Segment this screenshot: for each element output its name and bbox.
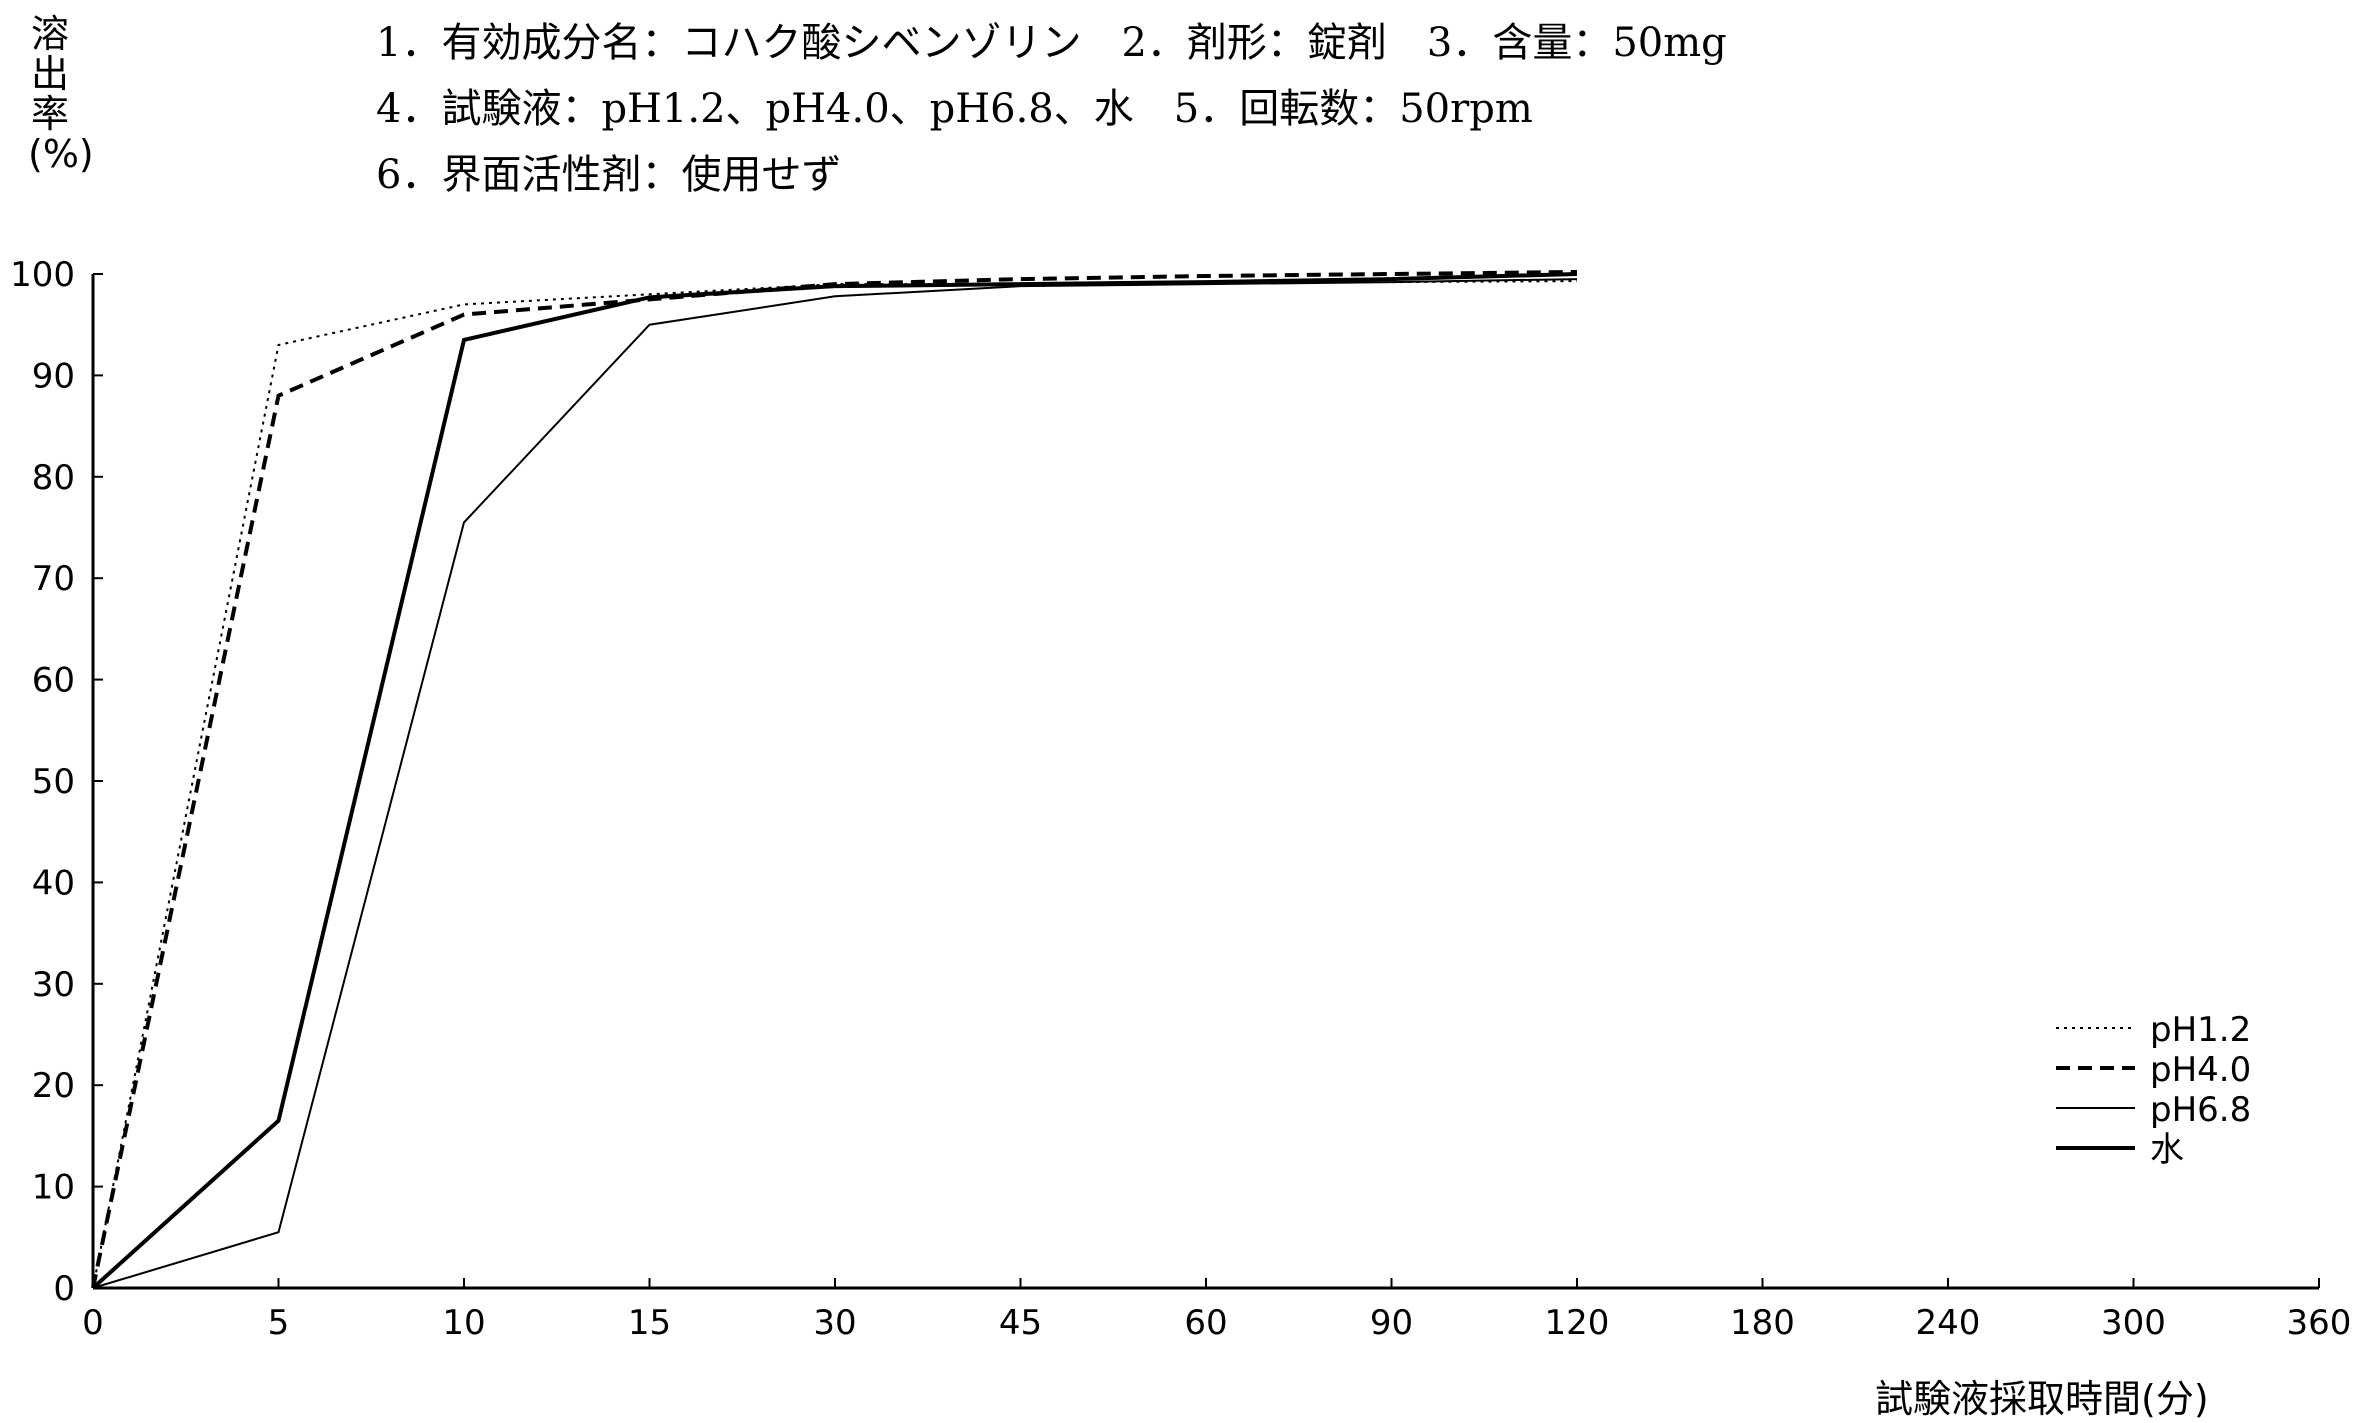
y-tick-label: 50 [32,762,75,802]
series-line-pH1.2 [92,280,1578,1289]
y-tick-label: 20 [32,1066,75,1106]
x-tick-label: 30 [813,1303,856,1343]
y-tick-label: 40 [32,863,75,903]
y-tick-label: 100 [10,255,75,295]
series-line-水 [91,272,1578,1290]
x-tick-label: 15 [628,1303,671,1343]
x-tick-label: 60 [1184,1303,1227,1343]
legend-label: pH6.8 [2150,1090,2251,1130]
y-tick-label: 0 [53,1269,75,1309]
y-tick-label: 90 [32,356,75,396]
series-line-pH6.8 [92,278,1578,1289]
x-tick-label: 90 [1370,1303,1413,1343]
legend-label: pH1.2 [2150,1010,2251,1050]
x-tick-label: 10 [442,1303,485,1343]
x-tick-label: 180 [1730,1303,1795,1343]
series-line-pH4.0 [91,269,1578,1289]
x-tick-label: 240 [1916,1303,1981,1343]
legend-label: 水 [2150,1130,2184,1170]
header-line-3: 6．界面活性剤：使用せず [376,152,842,198]
y-tick-label: 60 [32,661,75,701]
header-line-1: 1．有効成分名：コハク酸シベンゾリン 2．剤形：錠剤 3．含量：50mg [376,20,1727,66]
legend-label: pH4.0 [2150,1050,2251,1090]
x-tick-label: 360 [2287,1303,2352,1343]
header-line-2: 4．試験液：pH1.2、pH4.0、pH6.8、水 5．回転数：50rpm [376,86,1533,132]
y-tick-label: 80 [32,458,75,498]
x-tick-label: 5 [268,1303,290,1343]
x-tick-label: 120 [1545,1303,1610,1343]
x-axis-label: 試験液採取時間(分) [1875,1377,2209,1421]
x-tick-label: 300 [2101,1303,2166,1343]
y-tick-label: 10 [32,1168,75,1208]
y-tick-label: 70 [32,559,75,599]
x-tick-label: 45 [999,1303,1042,1343]
y-tick-label: 30 [32,965,75,1005]
x-tick-label: 0 [82,1303,104,1343]
